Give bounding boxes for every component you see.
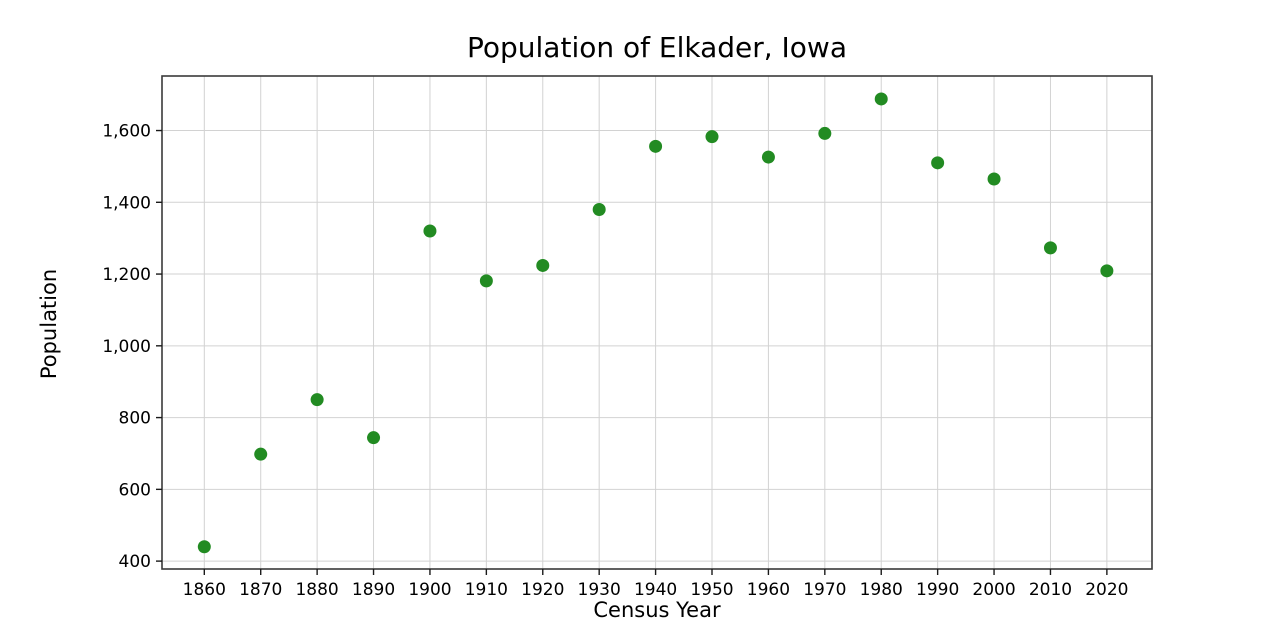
data-point (874, 92, 888, 106)
data-point (1043, 241, 1057, 255)
x-tick-label: 1960 (747, 580, 790, 600)
data-point (423, 224, 437, 238)
x-tick-label: 2020 (1085, 580, 1128, 600)
data-point (931, 156, 945, 170)
x-tick-label: 1890 (352, 580, 395, 600)
x-axis-label: Census Year (593, 598, 721, 622)
data-point (592, 202, 606, 216)
data-point (649, 139, 663, 153)
data-point (197, 540, 211, 554)
y-tick-label: 1,600 (102, 122, 151, 142)
x-tick-label: 1980 (860, 580, 903, 600)
data-point (705, 130, 719, 144)
y-axis-label: Population (37, 268, 61, 380)
y-tick-label: 600 (119, 480, 151, 500)
x-tick-label: 1970 (803, 580, 846, 600)
x-tick-label: 1930 (578, 580, 621, 600)
data-point (479, 274, 493, 288)
plot-frame (161, 75, 1153, 570)
data-point (987, 172, 1001, 186)
data-point (367, 431, 381, 445)
x-tick-label: 1880 (295, 580, 338, 600)
y-tick-label: 800 (119, 409, 151, 429)
data-point (254, 447, 268, 461)
x-tick-label: 1940 (634, 580, 677, 600)
x-tick-label: 1920 (521, 580, 564, 600)
data-point (536, 258, 550, 272)
x-tick-label: 1860 (183, 580, 226, 600)
data-point (761, 150, 775, 164)
y-tick-label: 1,000 (102, 337, 151, 357)
y-tick-label: 400 (119, 552, 151, 572)
chart-title: Population of Elkader, Iowa (466, 31, 847, 64)
y-tick-label: 1,200 (102, 265, 151, 285)
x-tick-label: 1870 (239, 580, 282, 600)
x-tick-label: 1950 (690, 580, 733, 600)
data-point (310, 393, 324, 407)
x-tick-label: 2010 (1029, 580, 1072, 600)
data-point (1100, 264, 1114, 278)
x-tick-label: 1990 (916, 580, 959, 600)
x-tick-label: 1900 (408, 580, 451, 600)
data-point (818, 126, 832, 140)
y-tick-label: 1,400 (102, 193, 151, 213)
x-tick-label: 1910 (465, 580, 508, 600)
x-tick-label: 2000 (972, 580, 1015, 600)
